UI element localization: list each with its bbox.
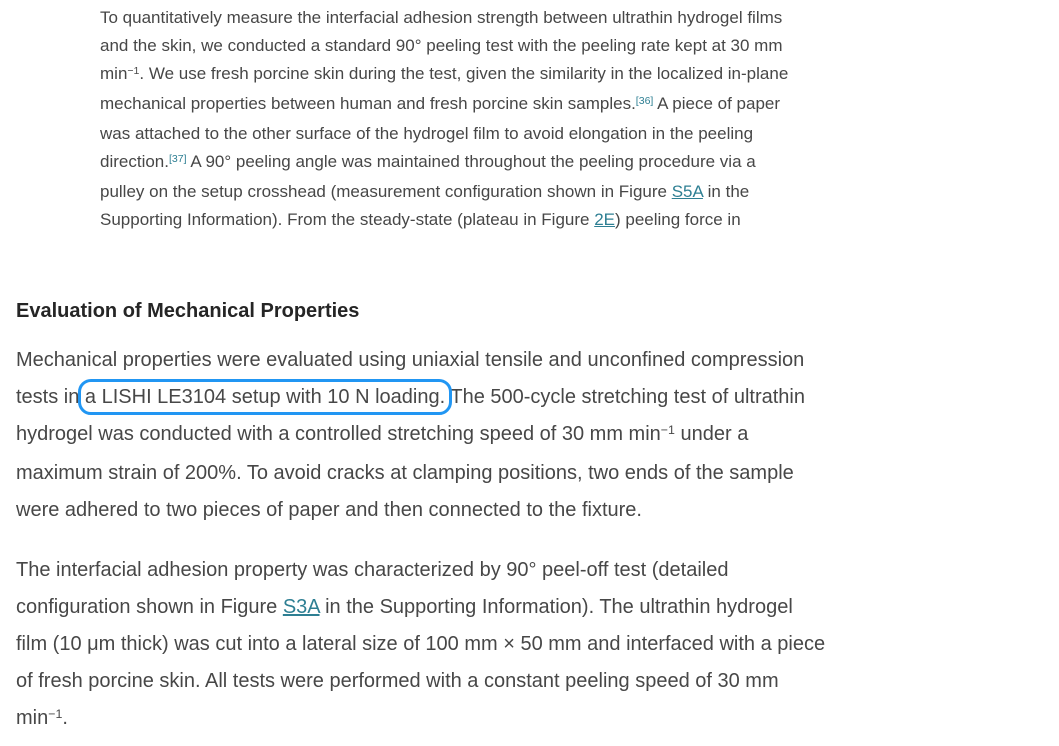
text-run: Supporting Information). From the steady… bbox=[100, 210, 595, 229]
superscript-exponent: −1 bbox=[127, 65, 140, 78]
text-run: film (10 μm thick) was cut into a latera… bbox=[16, 633, 826, 655]
text-line: mechanical properties between human and … bbox=[100, 90, 990, 120]
text-run: was attached to the other surface of the… bbox=[100, 124, 754, 143]
text-line: maximum strain of 200%. To avoid cracks … bbox=[16, 455, 1046, 492]
citation-ref-37[interactable]: [37] bbox=[168, 153, 187, 166]
figure-link-2e[interactable]: 2E bbox=[594, 210, 615, 229]
methods-paragraph-1: Mechanical properties were evaluated usi… bbox=[16, 342, 1046, 529]
text-run: Mechanical properties were evaluated usi… bbox=[16, 349, 805, 371]
text-run: ) peeling force in bbox=[614, 210, 741, 229]
text-run: mechanical properties between human and … bbox=[100, 94, 636, 113]
figure-link-s3a[interactable]: S3A bbox=[282, 596, 320, 618]
text-run: of fresh porcine skin. All tests were pe… bbox=[16, 670, 779, 692]
text-run: in the Supporting Information). The ultr… bbox=[319, 596, 793, 618]
text-run: To quantitatively measure the interfacia… bbox=[100, 8, 783, 27]
text-run: . bbox=[62, 707, 68, 729]
text-line: The interfacial adhesion property was ch… bbox=[16, 552, 1046, 589]
text-line: was attached to the other surface of the… bbox=[100, 120, 990, 148]
text-run: and the skin, we conducted a standard 90… bbox=[100, 36, 783, 55]
text-run: under a bbox=[674, 423, 749, 445]
text-line: Supporting Information). From the steady… bbox=[100, 206, 990, 234]
text-run: pulley on the setup crosshead (measureme… bbox=[100, 182, 672, 201]
text-run: maximum strain of 200%. To avoid cracks … bbox=[16, 462, 794, 484]
text-run: tests in bbox=[16, 386, 85, 408]
text-line: film (10 μm thick) was cut into a latera… bbox=[16, 626, 1046, 663]
text-run: min bbox=[16, 707, 49, 729]
methods-paragraph-2: The interfacial adhesion property was ch… bbox=[16, 552, 1046, 739]
text-line: and the skin, we conducted a standard 90… bbox=[100, 32, 990, 60]
superscript-exponent: −1 bbox=[48, 707, 63, 722]
text-run: The 500-cycle stretching test of ultrath… bbox=[445, 386, 805, 408]
text-line: To quantitatively measure the interfacia… bbox=[100, 4, 990, 32]
figure-link-s5a[interactable]: S5A bbox=[671, 182, 703, 201]
text-run: min bbox=[100, 64, 128, 83]
text-run: A 90° peeling angle was maintained throu… bbox=[186, 152, 756, 171]
text-run: were adhered to two pieces of paper and … bbox=[16, 499, 642, 521]
text-run: . We use fresh porcine skin during the t… bbox=[139, 64, 789, 83]
section-heading: Evaluation of Mechanical Properties bbox=[16, 300, 360, 322]
text-line: direction.[37] A 90° peeling angle was m… bbox=[100, 148, 990, 178]
text-line: hydrogel was conducted with a controlled… bbox=[16, 416, 1046, 455]
text-run: in the bbox=[702, 182, 750, 201]
text-line: min−1. bbox=[16, 700, 1046, 739]
text-run: A piece of paper bbox=[653, 94, 781, 113]
text-line: tests in a LISHI LE3104 setup with 10 N … bbox=[16, 379, 1046, 416]
citation-ref-36[interactable]: [36] bbox=[635, 95, 654, 108]
text-line: min−1. We use fresh porcine skin during … bbox=[100, 60, 990, 90]
text-line: were adhered to two pieces of paper and … bbox=[16, 492, 1046, 529]
text-run: direction. bbox=[100, 152, 169, 171]
text-run: The interfacial adhesion property was ch… bbox=[16, 559, 729, 581]
text-line: Mechanical properties were evaluated usi… bbox=[16, 342, 1046, 379]
intro-paragraph: To quantitatively measure the interfacia… bbox=[100, 4, 990, 234]
text-run: hydrogel was conducted with a controlled… bbox=[16, 423, 661, 445]
text-line: pulley on the setup crosshead (measureme… bbox=[100, 178, 990, 206]
text-line: of fresh porcine skin. All tests were pe… bbox=[16, 663, 1046, 700]
annotation-highlight-box: a LISHI LE3104 setup with 10 N loading. bbox=[77, 379, 453, 415]
text-line: configuration shown in Figure S3A in the… bbox=[16, 589, 1046, 626]
text-run: configuration shown in Figure bbox=[16, 596, 283, 618]
superscript-exponent: −1 bbox=[660, 423, 675, 438]
